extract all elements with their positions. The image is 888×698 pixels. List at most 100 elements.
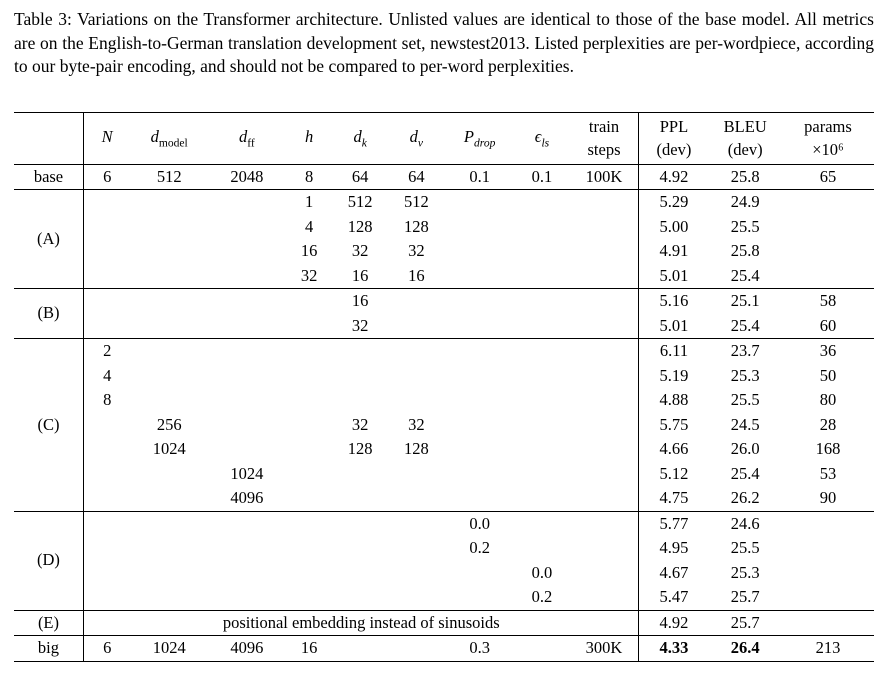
row-group-label: (D) xyxy=(14,511,84,611)
column-header-d-model: dmodel xyxy=(130,112,209,165)
table-cell: 256 xyxy=(156,414,182,434)
span-note: positional embedding instead of sinusoid… xyxy=(83,610,639,637)
table-cell xyxy=(514,190,569,215)
table-cell: 25.4 xyxy=(708,263,782,290)
table-cell xyxy=(130,536,208,561)
table-cell: 0.2 xyxy=(469,538,490,558)
table-cell: 0.0 xyxy=(531,562,553,582)
table-cell xyxy=(208,215,286,240)
table-cell: 25.3 xyxy=(730,365,760,385)
table-cell xyxy=(83,561,130,586)
table-cell: 25.7 xyxy=(708,610,782,637)
table-row: base 6 512 2048 8 64 64 0.1 0.1 100K 4.92 25.8 65 xyxy=(14,164,874,191)
table-cell: 6 xyxy=(83,164,131,191)
table-cell: 4.33 xyxy=(638,635,709,662)
table-cell xyxy=(83,585,131,611)
table-cell: 32 xyxy=(285,263,333,290)
table-cell xyxy=(514,239,569,264)
table-cell xyxy=(570,339,639,364)
table-cell xyxy=(387,635,445,662)
table-cell xyxy=(333,364,388,389)
table-cell xyxy=(387,585,445,611)
table-cell xyxy=(570,239,639,264)
table-cell xyxy=(514,486,570,512)
table-cell xyxy=(286,511,333,536)
table-cell xyxy=(130,289,208,314)
table-cell: 5.75 xyxy=(638,412,709,438)
table-cell xyxy=(445,289,514,314)
table-cell xyxy=(208,289,286,314)
table-cell xyxy=(286,561,333,586)
table-cell: 4.92 xyxy=(638,164,709,191)
table-cell: 6 xyxy=(83,635,131,662)
table-cell: 128 xyxy=(347,216,373,236)
table-cell: 32 xyxy=(351,241,369,261)
table-cell xyxy=(782,536,874,561)
table-cell: 25.4 xyxy=(730,463,760,483)
table-cell xyxy=(83,215,130,240)
table-cell: 25.7 xyxy=(708,585,782,611)
table-row: 0.0 4.67 25.3 xyxy=(14,560,874,586)
table-cell xyxy=(387,486,445,512)
table-row: (D) 0.0 5.77 24.6 xyxy=(14,511,874,611)
table-cell xyxy=(130,339,208,364)
table-cell: 64 xyxy=(387,164,445,191)
table-cell xyxy=(444,313,515,340)
table-cell xyxy=(569,486,639,512)
table-cell xyxy=(514,388,569,413)
table-cell xyxy=(332,585,388,611)
table-cell xyxy=(286,388,333,413)
table-cell xyxy=(333,388,388,413)
table-cell xyxy=(333,561,388,586)
column-header-eps-ls: ϵls xyxy=(514,112,570,165)
table-cell xyxy=(83,536,130,561)
table-cell: 0.2 xyxy=(514,585,570,611)
table-cell xyxy=(83,511,130,536)
table-cell xyxy=(570,215,639,240)
table-cell xyxy=(445,561,514,586)
column-header-d-v: dv xyxy=(387,112,445,165)
table-cell xyxy=(285,486,333,512)
column-header-N: N xyxy=(83,112,131,165)
table-cell xyxy=(444,263,515,290)
table-cell xyxy=(130,585,209,611)
table-cell xyxy=(387,313,445,340)
table-row: 256 32 32 5.75 24.5 28 xyxy=(14,412,874,438)
table-cell xyxy=(333,536,388,561)
table-cell xyxy=(514,413,569,438)
table-cell xyxy=(130,364,208,389)
table-cell: 25.1 xyxy=(730,291,760,311)
table-cell: 1024 xyxy=(152,439,186,459)
table-cell: 80 xyxy=(819,390,837,410)
table-cell: 25.3 xyxy=(730,562,760,582)
table-cell: 64 xyxy=(332,164,388,191)
table-cell xyxy=(514,462,569,487)
table-cell: 5.29 xyxy=(638,189,709,215)
table-cell: 32 xyxy=(332,313,388,340)
column-header-bleu-dev: BLEU (dev) xyxy=(708,112,782,165)
table-row: 16 32 32 4.91 25.8 xyxy=(14,239,874,264)
table-cell: 16 xyxy=(285,635,333,662)
table-cell: 8 xyxy=(285,164,333,191)
table-cell: 4.66 xyxy=(638,437,709,462)
table-cell xyxy=(333,462,388,487)
table-cell xyxy=(130,561,208,586)
table-cell xyxy=(782,215,874,240)
table-cell xyxy=(570,190,639,215)
table-cell: 4 xyxy=(305,216,314,236)
table-cell xyxy=(83,462,130,487)
table-cell xyxy=(208,339,286,364)
table-cell xyxy=(208,561,286,586)
table-cell xyxy=(514,263,570,290)
table-cell: 16 xyxy=(332,263,388,290)
table-cell xyxy=(444,486,515,512)
column-header-train-steps: train steps xyxy=(569,112,639,165)
table-cell: 4 xyxy=(103,365,112,385)
table-cell: 16 xyxy=(387,263,445,290)
column-header-P-drop: Pdrop xyxy=(444,112,515,165)
table-cell xyxy=(332,635,388,662)
table-cell xyxy=(782,190,874,215)
table-cell xyxy=(130,239,208,264)
table-cell xyxy=(83,313,131,340)
table-cell xyxy=(570,462,639,487)
